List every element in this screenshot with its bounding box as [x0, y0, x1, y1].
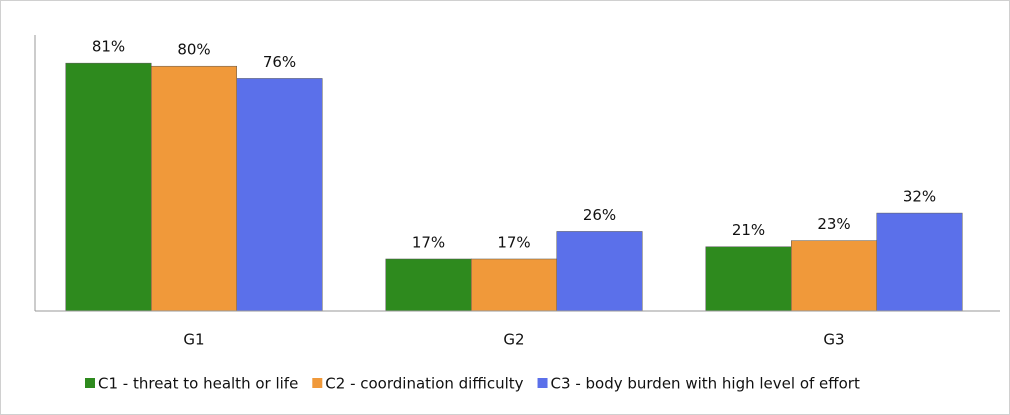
- bar: [236, 78, 323, 312]
- value-label: 21%: [732, 221, 765, 239]
- bar: [705, 246, 792, 312]
- legend-label: C2 - coordination difficulty: [325, 375, 523, 393]
- legend-label: C1 - threat to health or life: [98, 375, 298, 393]
- value-label: 17%: [497, 233, 530, 251]
- value-label: 80%: [177, 41, 210, 59]
- bar: [65, 62, 152, 312]
- bar: [876, 212, 963, 312]
- legend: C1 - threat to health or life C2 - coordi…: [85, 375, 860, 393]
- bar: [385, 258, 472, 312]
- value-label: 81%: [92, 38, 125, 56]
- value-label: 23%: [817, 215, 850, 233]
- bar: [791, 240, 877, 312]
- value-label: 26%: [583, 206, 616, 224]
- legend-swatch: [537, 378, 548, 388]
- x-tick-label: G3: [823, 331, 844, 349]
- x-tick-label: G1: [183, 331, 204, 349]
- bar: [471, 258, 557, 312]
- bar: [556, 231, 643, 312]
- value-label: 32%: [903, 188, 936, 206]
- bar: [151, 65, 237, 312]
- legend-swatch: [312, 378, 323, 388]
- legend-swatch: [85, 378, 95, 388]
- x-tick-label: G2: [503, 331, 524, 349]
- legend-label: C3 - body burden with high level of effo…: [551, 375, 860, 393]
- value-label: 76%: [263, 53, 296, 71]
- value-label: 17%: [412, 233, 445, 251]
